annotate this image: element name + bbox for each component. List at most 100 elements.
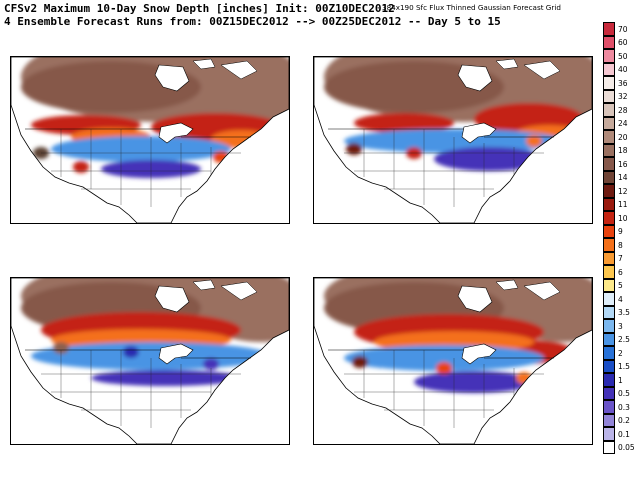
colorbar-label: 0.3 [618,402,630,412]
state-borders [41,129,241,207]
chart-subtitle: 4 Ensemble Forecast Runs from: 00Z15DEC2… [4,15,501,28]
colorbar-label: 0.1 [618,429,630,439]
snow-depth-spot [352,356,368,368]
colorbar-swatch [603,332,615,346]
arctic-islands [192,279,258,301]
hudson-bay [154,285,190,313]
colorbar-label: 24 [618,119,628,129]
colorbar-swatch [603,49,615,63]
colorbar-label: 3 [618,321,623,331]
colorbar-swatch [603,170,615,184]
north-america-map-icon [314,278,592,444]
coastline [11,278,289,444]
colorbar-swatch [603,143,615,157]
colorbar-label: 7 [618,254,623,264]
hudson-bay [457,285,493,313]
snow-depth-moderate-region [354,113,454,133]
colorbar-label: 8 [618,240,623,250]
us-canada-border [328,349,554,359]
colorbar-label: 9 [618,227,623,237]
colorbar-label: 0.05 [618,443,635,453]
colorbar-label: 0.5 [618,389,630,399]
colorbar-swatch [603,373,615,387]
colorbar-swatch [603,238,615,252]
colorbar-swatch [603,89,615,103]
colorbar-label: 20 [618,132,628,142]
colorbar-swatch [603,62,615,76]
colorbar-label: 14 [618,173,628,183]
colorbar-label: 10 [618,213,628,223]
great-lakes [158,343,194,365]
colorbar-swatch [603,359,615,373]
snow-depth-spot [73,161,89,173]
snow-depth-deep-region [201,67,289,127]
colorbar-label: 50 [618,51,628,61]
map-panel-run-4 [313,277,593,445]
colorbar-legend: 70 60 50 40 36 32 28 24 20 18 16 14 12 11 10 9 8 7 6 5 4 3.5 3… [603,22,637,454]
colorbar-label: 12 [618,186,628,196]
colorbar-label: 1.5 [618,362,630,372]
snow-depth-trace-region [434,147,544,171]
us-canada-border [25,128,251,138]
north-america-map-icon [11,57,289,223]
colorbar-swatch [603,211,615,225]
snow-depth-spot [526,135,542,147]
colorbar-swatch [603,130,615,144]
colorbar-swatch [603,400,615,414]
colorbar-swatch [603,103,615,117]
colorbar-swatch [603,292,615,306]
snow-depth-shallow-region [51,136,231,162]
colorbar-label: 5 [618,281,623,291]
chart-title: CFSv2 Maximum 10-Day Snow Depth [inches]… [4,2,395,15]
colorbar-label: 11 [618,200,628,210]
snow-depth-trace-region [414,371,534,393]
coastline [314,278,592,444]
coastline [11,57,289,223]
colorbar-swatch [603,265,615,279]
colorbar-label: 60 [618,38,628,48]
colorbar-label: 40 [618,65,628,75]
colorbar-label: 18 [618,146,628,156]
colorbar-label: 16 [618,159,628,169]
colorbar-swatch [603,386,615,400]
map-panel-run-2 [313,56,593,224]
colorbar-swatch [603,76,615,90]
colorbar-label: 2 [618,348,623,358]
colorbar-label: 36 [618,78,628,88]
arctic-islands [495,279,561,301]
great-lakes [158,122,194,144]
colorbar-label: 0.2 [618,416,630,426]
great-lakes [461,343,497,365]
arctic-islands [192,58,258,80]
colorbar-label: 4 [618,294,623,304]
map-panel-run-3 [10,277,290,445]
colorbar-swatch [603,440,615,454]
colorbar-label: 6 [618,267,623,277]
colorbar-label: 1 [618,375,623,385]
colorbar-swatch [603,251,615,265]
snow-depth-spot [123,346,139,358]
colorbar-label: 70 [618,24,628,34]
state-borders [344,350,544,428]
colorbar-swatch [603,157,615,171]
us-canada-border [328,128,554,138]
us-canada-border [25,349,251,359]
coastline [314,57,592,223]
snow-depth-spot [346,143,362,155]
colorbar-swatch [603,116,615,130]
state-borders [41,350,241,428]
snow-depth-spot [203,358,219,370]
snow-depth-trace-region [91,370,241,386]
colorbar-swatch [603,35,615,49]
great-lakes [461,122,497,144]
colorbar-swatch [603,319,615,333]
colorbar-label: 32 [618,92,628,102]
colorbar-swatch [603,22,615,36]
colorbar-label: 28 [618,105,628,115]
map-panel-run-1 [10,56,290,224]
arctic-islands [495,58,561,80]
colorbar-swatch [603,305,615,319]
hudson-bay [154,64,190,92]
state-borders [344,129,544,207]
colorbar-swatch [603,413,615,427]
